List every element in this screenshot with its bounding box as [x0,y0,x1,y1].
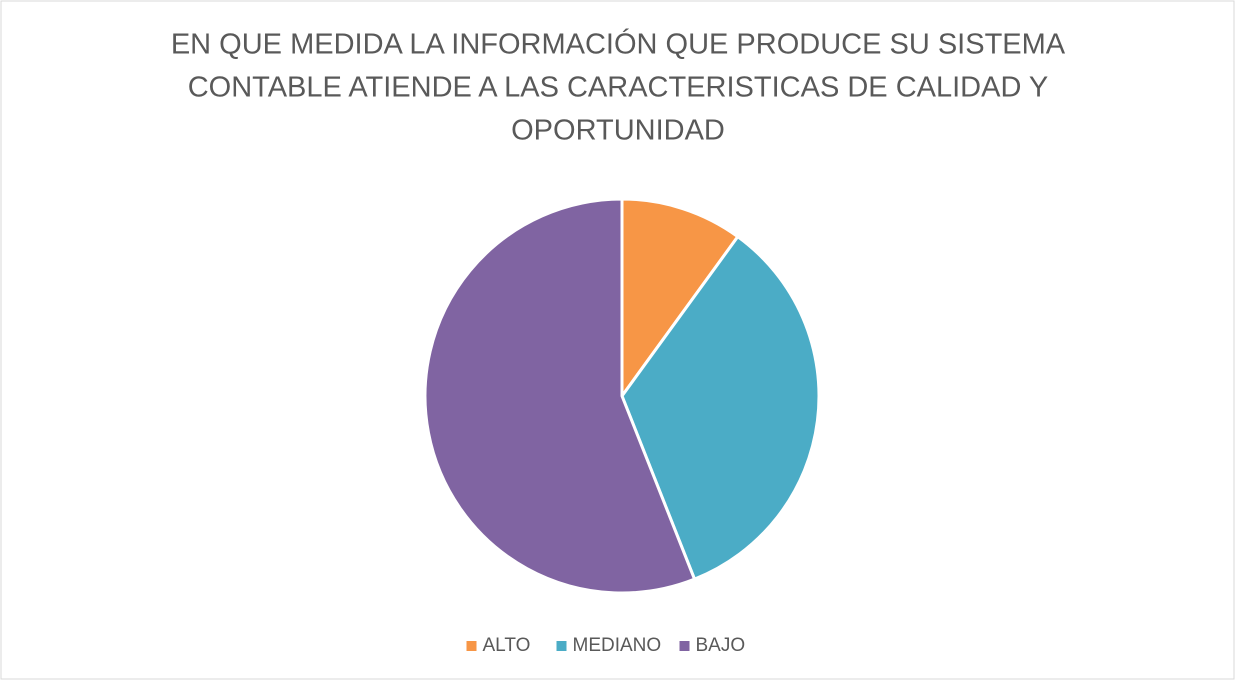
legend-swatch [556,641,567,651]
legend-label: BAJO [696,635,746,656]
chart-title: CONTABLE ATIENDE A LAS CARACTERISTICAS D… [188,72,1049,104]
chart-title: EN QUE MEDIDA LA INFORMACIÓN QUE PRODUCE… [171,28,1066,61]
legend-label: ALTO [483,635,531,656]
legend-label: MEDIANO [573,635,662,656]
pie-slice [423,197,697,595]
pie-slice [620,197,740,401]
legend-swatch [679,641,690,651]
legend-swatch [466,641,477,651]
pie-slice [620,234,821,582]
chart-title: OPORTUNIDAD [511,115,725,147]
